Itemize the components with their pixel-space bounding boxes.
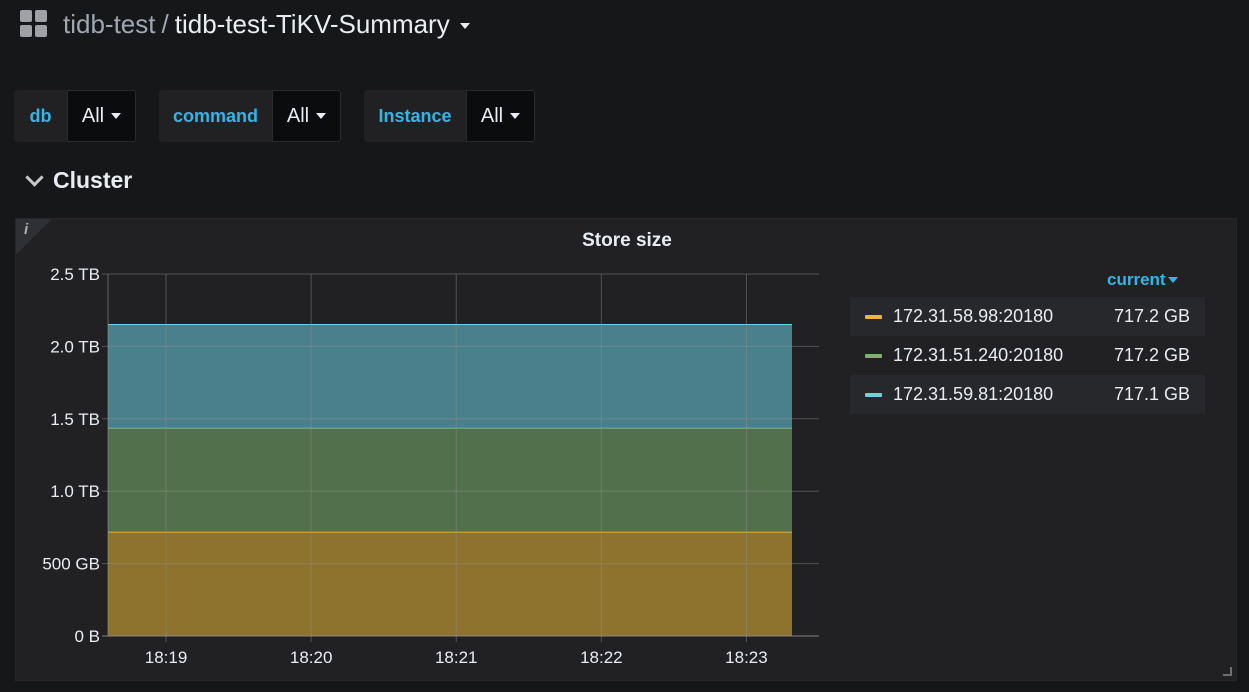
- legend-series-current: 717.1 GB: [1113, 384, 1190, 404]
- legend-item[interactable]: 172.31.51.240:20180 717.2 GB: [850, 336, 1205, 375]
- x-tick-label: 18:20: [290, 648, 333, 667]
- y-tick-label: 2.0 TB: [50, 337, 100, 356]
- breadcrumb-folder[interactable]: tidb-test: [63, 9, 156, 39]
- resize-handle-icon[interactable]: [1223, 667, 1232, 676]
- variable-label: Instance: [364, 90, 466, 142]
- x-tick-label: 18:19: [145, 648, 188, 667]
- legend-sort-current[interactable]: current: [1107, 270, 1178, 290]
- variable-value: All: [286, 104, 310, 127]
- chevron-down-icon[interactable]: [25, 167, 44, 187]
- dashboard-title[interactable]: tidb-test-TiKV-Summary: [174, 9, 450, 39]
- variable-instance: Instance All: [364, 90, 535, 142]
- caret-down-icon: [1167, 277, 1178, 283]
- legend-series-current: 717.2 GB: [1113, 345, 1190, 365]
- legend-series-name: 172.31.58.98:20180: [893, 306, 1054, 326]
- panel-store-size: i Store size 0 B 500 GB 1.0 TB 1.5 TB 2.0 TB…: [15, 218, 1237, 681]
- dashboards-grid-icon[interactable]: [20, 10, 48, 38]
- series-color-swatch[interactable]: [865, 392, 882, 397]
- variable-label: command: [159, 90, 272, 142]
- y-tick-label: 500 GB: [42, 555, 100, 574]
- y-tick-label: 0 B: [74, 627, 100, 646]
- store-size-chart[interactable]: 0 B 500 GB 1.0 TB 1.5 TB 2.0 TB 2.5 TB 18:19 18…: [16, 219, 1236, 680]
- caret-down-icon: [111, 113, 122, 119]
- breadcrumb-separator: /: [161, 9, 169, 39]
- caret-down-icon: [510, 113, 521, 119]
- series-color-swatch[interactable]: [865, 353, 882, 358]
- y-tick-label: 1.5 TB: [50, 410, 100, 429]
- series-area-2[interactable]: [108, 428, 792, 533]
- info-icon[interactable]: i: [24, 221, 29, 238]
- legend: 172.31.58.98:20180 717.2 GB 172.31.51.24…: [850, 297, 1205, 414]
- row-title: Cluster: [53, 166, 133, 193]
- x-tick-label: 18:23: [725, 648, 768, 667]
- variable-command: command All: [159, 90, 341, 142]
- y-tick-label: 2.5 TB: [50, 265, 100, 284]
- variable-label: db: [14, 90, 67, 142]
- variable-command-dropdown[interactable]: All: [272, 90, 341, 142]
- x-tick-label: 18:21: [435, 648, 478, 667]
- variable-instance-dropdown[interactable]: All: [466, 90, 535, 142]
- legend-series-name: 172.31.51.240:20180: [893, 345, 1064, 365]
- series-color-swatch[interactable]: [865, 314, 882, 319]
- y-tick-label: 1.0 TB: [50, 482, 100, 501]
- variable-value: All: [81, 104, 105, 127]
- variable-db-dropdown[interactable]: All: [67, 90, 136, 142]
- legend-item[interactable]: 172.31.58.98:20180 717.2 GB: [850, 297, 1205, 336]
- x-tick-label: 18:22: [580, 648, 623, 667]
- legend-series-name: 172.31.59.81:20180: [893, 384, 1054, 404]
- series-area-3[interactable]: [108, 324, 792, 429]
- caret-down-icon: [316, 113, 327, 119]
- variable-db: db All: [14, 90, 136, 142]
- variable-value: All: [480, 104, 504, 127]
- legend-header-label: current: [1107, 270, 1166, 289]
- legend-series-current: 717.2 GB: [1113, 306, 1190, 326]
- panel-title[interactable]: Store size: [582, 230, 672, 251]
- row-header-cluster[interactable]: Cluster: [24, 164, 132, 196]
- legend-item[interactable]: 172.31.59.81:20180 717.1 GB: [850, 375, 1205, 414]
- breadcrumb: tidb-test / tidb-test-TiKV-Summary: [63, 8, 470, 40]
- panel-info-corner[interactable]: [16, 219, 52, 255]
- caret-down-icon[interactable]: [459, 23, 470, 30]
- series-area-1[interactable]: [108, 532, 792, 636]
- dashboard-navbar: tidb-test / tidb-test-TiKV-Summary: [0, 0, 1249, 60]
